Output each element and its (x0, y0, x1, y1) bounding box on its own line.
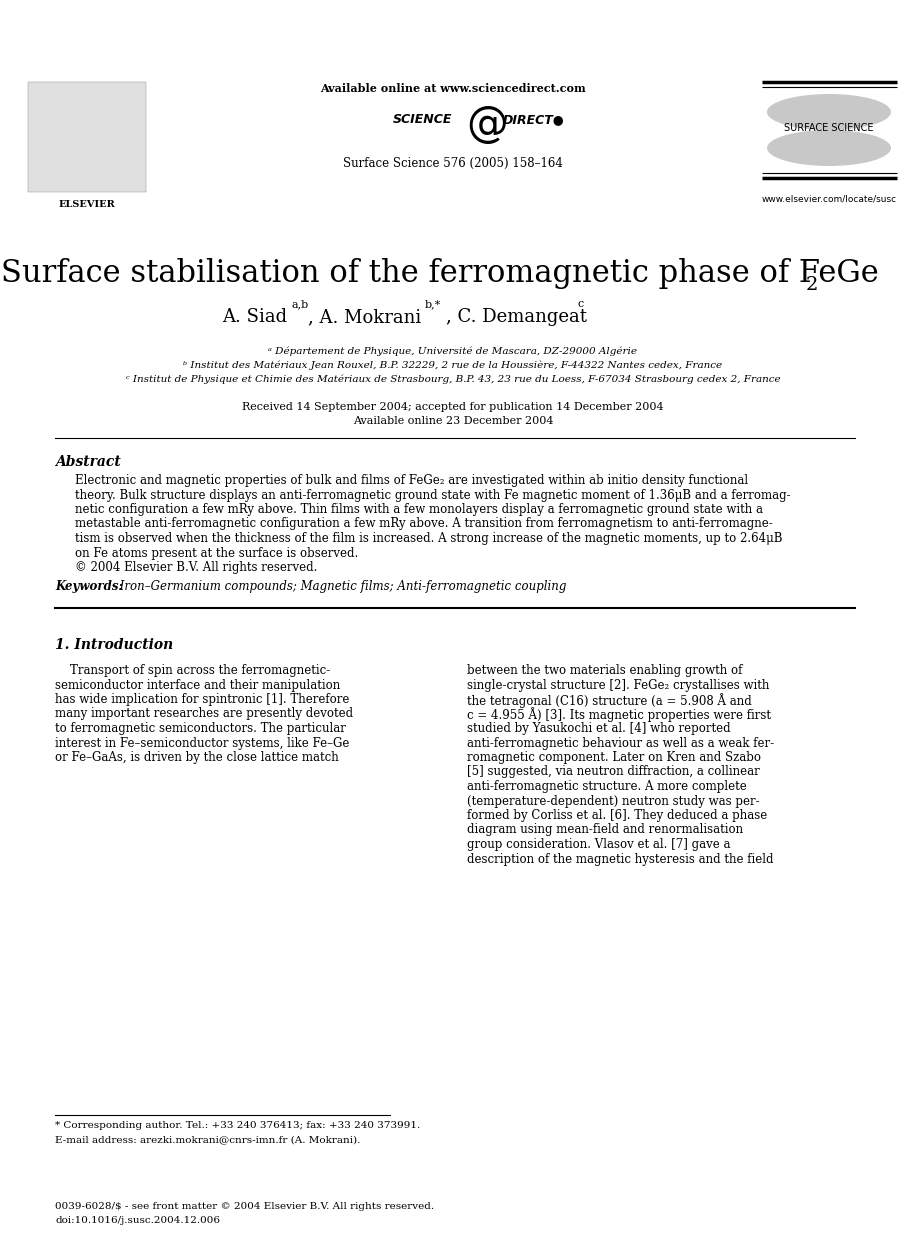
Text: , C. Demangeat: , C. Demangeat (446, 308, 587, 326)
Text: ᵇ Institut des Matériaux Jean Rouxel, B.P. 32229, 2 rue de la Houssière, F-44322: ᵇ Institut des Matériaux Jean Rouxel, B.… (183, 361, 723, 370)
Text: SCIENCE: SCIENCE (393, 113, 453, 126)
Bar (28, 82, 146, 192)
Text: diagram using mean-field and renormalisation: diagram using mean-field and renormalisa… (467, 823, 743, 837)
Text: to ferromagnetic semiconductors. The particular: to ferromagnetic semiconductors. The par… (55, 722, 346, 735)
Text: anti-ferromagnetic behaviour as well as a weak fer-: anti-ferromagnetic behaviour as well as … (467, 737, 775, 749)
Text: description of the magnetic hysteresis and the field: description of the magnetic hysteresis a… (467, 853, 774, 865)
Text: E-mail address: arezki.mokrani@cnrs-imn.fr (A. Mokrani).: E-mail address: arezki.mokrani@cnrs-imn.… (55, 1135, 360, 1144)
Text: www.elsevier.com/locate/susc: www.elsevier.com/locate/susc (762, 196, 896, 204)
Text: has wide implication for spintronic [1]. Therefore: has wide implication for spintronic [1].… (55, 693, 349, 706)
Text: A. Siad: A. Siad (222, 308, 288, 326)
Text: many important researches are presently devoted: many important researches are presently … (55, 707, 353, 721)
Text: or Fe–GaAs, is driven by the close lattice match: or Fe–GaAs, is driven by the close latti… (55, 751, 338, 764)
Text: studied by Yasukochi et al. [4] who reported: studied by Yasukochi et al. [4] who repo… (467, 722, 731, 735)
Ellipse shape (767, 94, 891, 130)
Text: tism is observed when the thickness of the film is increased. A strong increase : tism is observed when the thickness of t… (75, 532, 783, 545)
Text: interest in Fe–semiconductor systems, like Fe–Ge: interest in Fe–semiconductor systems, li… (55, 737, 349, 749)
Text: ᶜ Institut de Physique et Chimie des Matériaux de Strasbourg, B.P. 43, 23 rue du: ᶜ Institut de Physique et Chimie des Mat… (126, 375, 780, 385)
Text: on Fe atoms present at the surface is observed.: on Fe atoms present at the surface is ob… (75, 546, 358, 560)
Text: 2: 2 (806, 276, 818, 293)
Text: anti-ferromagnetic structure. A more complete: anti-ferromagnetic structure. A more com… (467, 780, 746, 794)
Text: theory. Bulk structure displays an anti-ferromagnetic ground state with Fe magne: theory. Bulk structure displays an anti-… (75, 489, 791, 501)
Text: b,*: b,* (425, 300, 441, 310)
Text: , A. Mokrani: , A. Mokrani (308, 308, 421, 326)
Text: 0039-6028/$ - see front matter © 2004 Elsevier B.V. All rights reserved.: 0039-6028/$ - see front matter © 2004 El… (55, 1202, 434, 1211)
Text: c: c (577, 300, 583, 310)
Text: Keywords:: Keywords: (55, 579, 122, 593)
Text: Transport of spin across the ferromagnetic-: Transport of spin across the ferromagnet… (55, 664, 330, 677)
Text: Received 14 September 2004; accepted for publication 14 December 2004: Received 14 September 2004; accepted for… (242, 402, 664, 412)
Text: a,b: a,b (291, 300, 308, 310)
Text: @: @ (466, 104, 508, 146)
Text: Available online 23 December 2004: Available online 23 December 2004 (353, 416, 553, 426)
Text: Abstract: Abstract (55, 456, 121, 469)
Text: [5] suggested, via neutron diffraction, a collinear: [5] suggested, via neutron diffraction, … (467, 765, 760, 779)
Text: Surface stabilisation of the ferromagnetic phase of FeGe: Surface stabilisation of the ferromagnet… (1, 258, 879, 288)
Text: Available online at www.sciencedirect.com: Available online at www.sciencedirect.co… (320, 83, 586, 94)
Text: ELSEVIER: ELSEVIER (59, 201, 115, 209)
Text: SURFACE SCIENCE: SURFACE SCIENCE (785, 123, 873, 132)
Text: © 2004 Elsevier B.V. All rights reserved.: © 2004 Elsevier B.V. All rights reserved… (75, 561, 317, 574)
Text: netic configuration a few mRy above. Thin films with a few monolayers display a : netic configuration a few mRy above. Thi… (75, 503, 763, 516)
Text: Electronic and magnetic properties of bulk and films of FeGe₂ are investigated w: Electronic and magnetic properties of bu… (75, 474, 748, 487)
Text: the tetragonal (C16) structure (a = 5.908 Å and: the tetragonal (C16) structure (a = 5.90… (467, 693, 752, 708)
Text: doi:10.1016/j.susc.2004.12.006: doi:10.1016/j.susc.2004.12.006 (55, 1216, 220, 1224)
Text: formed by Corliss et al. [6]. They deduced a phase: formed by Corliss et al. [6]. They deduc… (467, 808, 767, 822)
Text: group consideration. Vlasov et al. [7] gave a: group consideration. Vlasov et al. [7] g… (467, 838, 730, 851)
Text: c = 4.955 Å) [3]. Its magnetic properties were first: c = 4.955 Å) [3]. Its magnetic propertie… (467, 707, 771, 723)
Text: (temperature-dependent) neutron study was per-: (temperature-dependent) neutron study wa… (467, 795, 760, 807)
Text: Iron–Germanium compounds; Magnetic films; Anti-ferromagnetic coupling: Iron–Germanium compounds; Magnetic films… (116, 579, 566, 593)
Text: 1. Introduction: 1. Introduction (55, 638, 173, 652)
Text: Surface Science 576 (2005) 158–164: Surface Science 576 (2005) 158–164 (343, 157, 563, 170)
Text: romagnetic component. Later on Kren and Szabo: romagnetic component. Later on Kren and … (467, 751, 761, 764)
Text: between the two materials enabling growth of: between the two materials enabling growt… (467, 664, 742, 677)
Text: metastable anti-ferromagnetic configuration a few mRy above. A transition from f: metastable anti-ferromagnetic configurat… (75, 517, 773, 531)
Ellipse shape (767, 130, 891, 166)
Text: * Corresponding author. Tel.: +33 240 376413; fax: +33 240 373991.: * Corresponding author. Tel.: +33 240 37… (55, 1120, 420, 1130)
Text: semiconductor interface and their manipulation: semiconductor interface and their manipu… (55, 678, 340, 692)
Text: DIRECT●: DIRECT● (503, 113, 565, 126)
Text: single-crystal structure [2]. FeGe₂ crystallises with: single-crystal structure [2]. FeGe₂ crys… (467, 678, 769, 692)
Text: ᵃ Département de Physique, Université de Mascara, DZ-29000 Algérie: ᵃ Département de Physique, Université de… (268, 347, 638, 357)
